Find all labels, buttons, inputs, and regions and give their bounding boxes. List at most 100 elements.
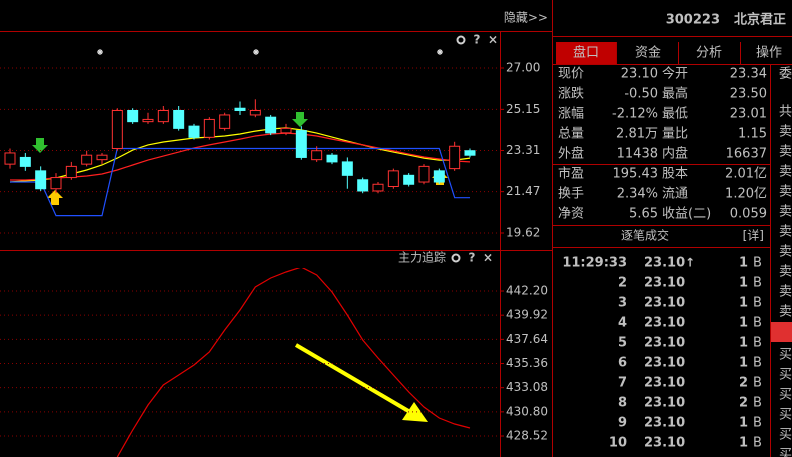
trade-volume: 1 [739,436,748,451]
quote-value: 23.01 [730,107,767,122]
moving-average [10,147,470,217]
trade-time: 5 [618,336,627,351]
trade-time: 9 [618,416,627,431]
quote-label: 量比 [662,127,688,142]
candle-body [433,170,445,183]
trade-volume: 1 [739,356,748,371]
trade-side: B [753,396,762,411]
y-tick-label: 23.31 [506,143,540,157]
y-tick-label: 430.80 [506,404,548,418]
candle-body [280,127,292,134]
trade-side: B [753,316,762,331]
quote-value: 23.10 [621,67,658,82]
quote-value: -2.12% [612,107,658,122]
trade-side: B [753,256,762,271]
trade-side: B [753,296,762,311]
trade-price: 23.10 [644,416,685,431]
trade-volume: 1 [739,276,748,291]
trade-price: 23.10 [644,436,685,451]
trade-volume: 1 [739,256,748,271]
hide-button[interactable]: 隐藏>> [504,11,548,25]
y-tick-label: 437.64 [506,332,548,346]
candle-body [35,170,47,190]
quote-label: 市盈 [558,166,584,182]
side-column-char: 卖 [779,265,792,280]
quote-label: 涨幅 [558,107,584,122]
quote-label: 股本 [662,167,688,182]
tab[interactable]: 操作 [756,45,782,61]
trade-volume: 1 [739,336,748,351]
y-tick-label: 433.08 [506,380,548,394]
gear-icons[interactable] [451,35,466,263]
candle-body [50,177,62,190]
panel-control[interactable]: × [483,251,493,265]
candle-body [173,109,185,129]
trade-volume: 2 [739,376,748,391]
tab[interactable]: 分析 [696,46,722,61]
trade-time: 7 [618,376,627,391]
quote-value: 2.01亿 [725,167,767,182]
side-column-char: 卖 [779,185,792,200]
candle-body [311,150,323,161]
y-tick-label: 439.92 [506,308,548,322]
candle-body [403,174,415,185]
indicator-line [116,268,471,457]
side-marker [771,322,792,342]
side-column-char: 卖 [779,205,792,220]
trade-side: B [753,436,762,451]
candle-body [203,118,215,138]
side-column-char: 买 [779,428,792,443]
candle-body [65,165,77,179]
candle-body [157,109,169,123]
panel-control[interactable]: ? [469,251,476,265]
quote-label: 收益(二) [662,207,711,222]
quote-value: 16637 [726,147,767,162]
trade-time: 8 [618,396,627,411]
y-tick-label: 428.52 [506,429,548,443]
candle-body [127,109,139,123]
y-tick-label: 442.20 [506,284,548,298]
quote-value: 0.059 [730,207,767,222]
trade-time: 2 [618,276,627,291]
candle-body [142,118,154,123]
candle-body [265,116,277,134]
trades-detail[interactable]: [详] [743,228,764,243]
panel-control[interactable]: × [488,33,498,47]
quote-value: -0.50 [624,87,658,102]
side-column-char: 卖 [779,225,792,240]
candle-body [81,154,93,165]
y-tick-label: 27.00 [506,60,540,74]
quote-value: 1.20亿 [725,187,767,202]
side-column-char: 卖 [779,245,792,260]
y-tick-label: 19.62 [506,226,540,240]
side-column-char: 买 [779,348,792,363]
candle-body [326,154,338,163]
plot-area [116,268,471,457]
trade-side: B [753,356,762,371]
asterisks [97,49,443,55]
stock-code: 300223 [666,13,720,28]
trade-price: 23.10 [644,396,685,411]
quote-value: 5.65 [629,207,658,222]
side-column-char: 卖 [779,165,792,180]
side-column-char: 买 [779,388,792,403]
trade-side: B [753,336,762,351]
quote-label: 现价 [558,67,584,82]
trade-side: B [753,416,762,431]
candle-body [111,109,123,149]
quote-label: 今开 [662,66,688,82]
y-tick-label: 25.15 [506,102,540,116]
trade-price: 23.10 [644,356,685,371]
quote-label: 流通 [662,187,688,202]
tab[interactable]: 资金 [635,45,661,61]
trade-price: 23.10 [644,276,685,291]
trade-time: 6 [618,356,627,371]
tab[interactable]: 盘口 [573,45,599,61]
trade-price: 23.10 [644,336,685,351]
side-column-char: 共 [779,105,792,120]
panel-control[interactable]: ? [474,33,481,47]
candle-body [234,107,246,111]
